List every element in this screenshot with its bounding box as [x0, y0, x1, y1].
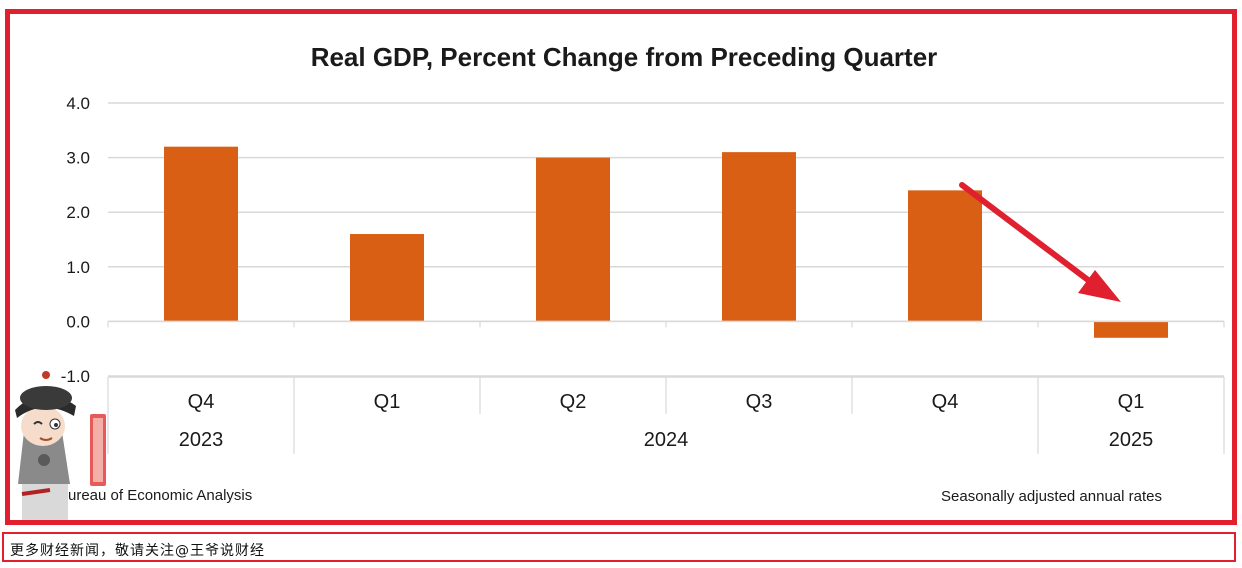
- chart-title: Real GDP, Percent Change from Preceding …: [311, 42, 938, 72]
- x-tick-label: Q1: [1118, 391, 1145, 413]
- chart-frame: Real GDP, Percent Change from Preceding …: [5, 9, 1237, 525]
- bar-2: [350, 234, 424, 322]
- year-label: 2025: [1109, 429, 1154, 451]
- y-tick-label: 4.0: [66, 94, 90, 113]
- x-tick-label: Q4: [932, 391, 959, 413]
- footer-bar: 更多财经新闻，敬请关注@王爷说财经: [2, 532, 1236, 562]
- y-tick-label: 3.0: [66, 149, 90, 168]
- y-tick-label: 0.0: [66, 312, 90, 331]
- y-tick-label: 1.0: [66, 258, 90, 277]
- footer-text: 更多财经新闻，敬请关注@王爷说财经: [10, 543, 265, 559]
- y-tick-label: 2.0: [66, 203, 90, 222]
- source-label: Bureau of Economic Analysis: [58, 487, 252, 504]
- year-label: 2024: [644, 429, 689, 451]
- gdp-bar-chart: Real GDP, Percent Change from Preceding …: [15, 42, 1225, 520]
- x-tick-label: Q2: [560, 391, 587, 413]
- x-tick-label: Q3: [746, 391, 773, 413]
- seasonal-note: Seasonally adjusted annual rates: [941, 488, 1162, 505]
- x-tick-label: Q4: [188, 391, 215, 413]
- y-tick-label: -1.0: [61, 367, 90, 386]
- bar-1: [164, 146, 238, 322]
- bar-4: [722, 152, 796, 322]
- mascot-character-image: [15, 371, 106, 520]
- bar-5: [908, 190, 982, 322]
- downward-trend-arrow: [959, 182, 1121, 302]
- bar-6: [1094, 321, 1168, 338]
- bar-3: [536, 157, 610, 322]
- year-label: 2023: [179, 429, 224, 451]
- x-tick-label: Q1: [374, 391, 401, 413]
